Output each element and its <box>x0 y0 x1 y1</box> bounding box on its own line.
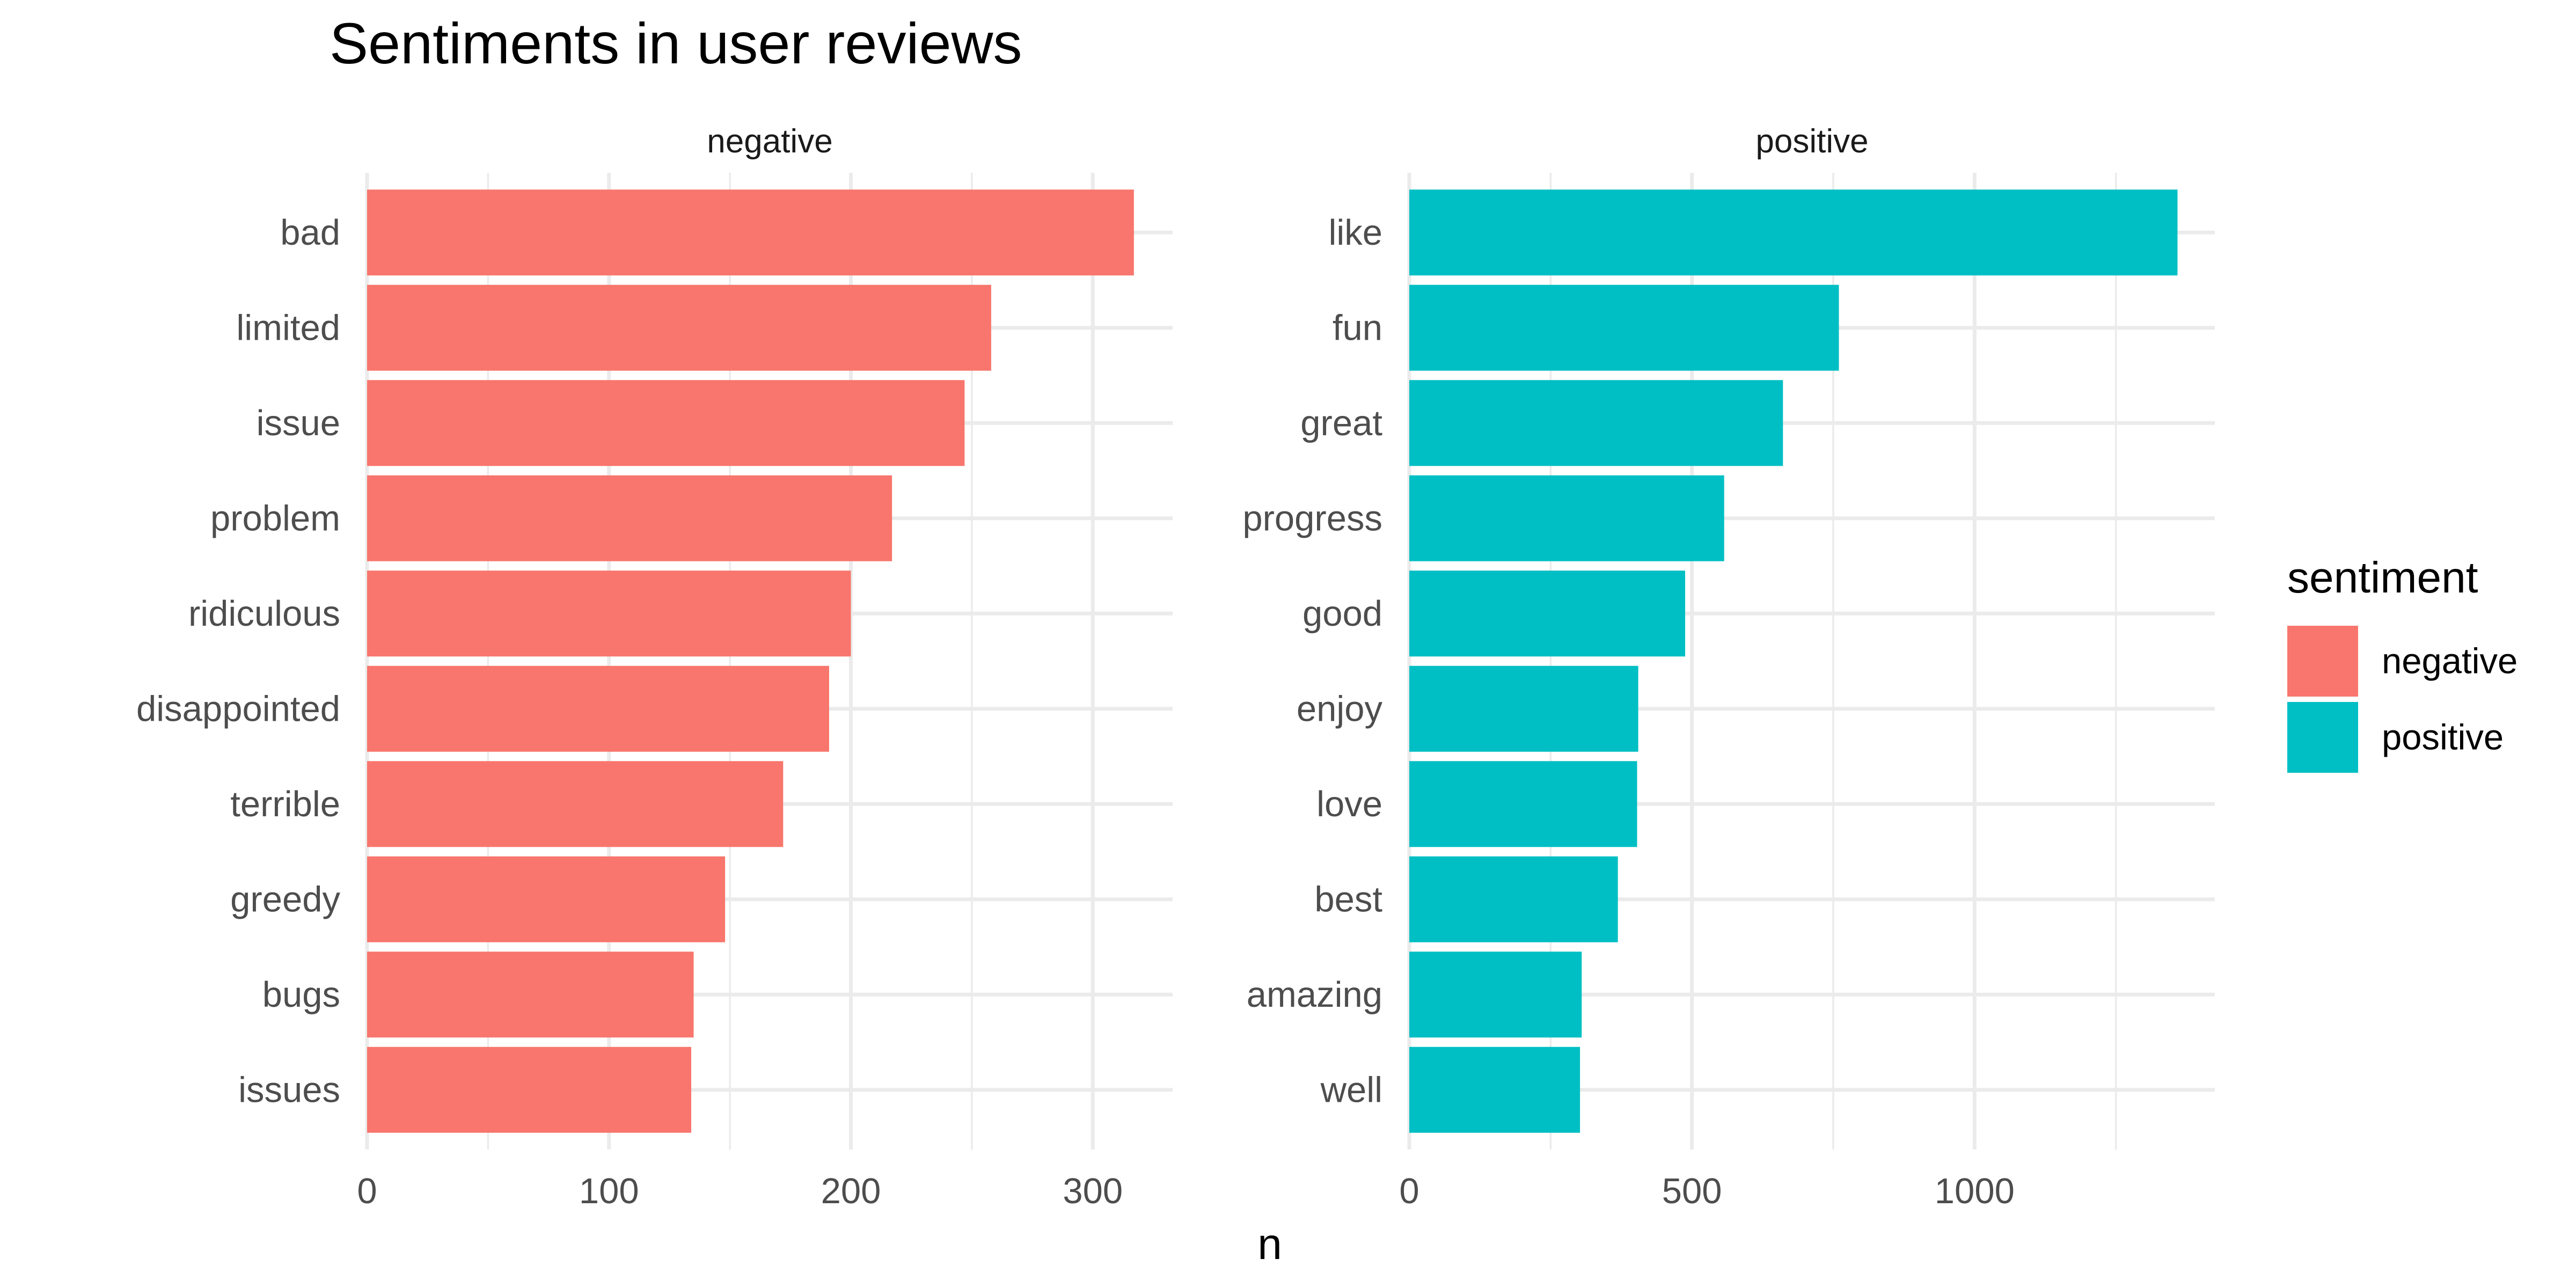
y-tick-label: problem <box>210 498 340 538</box>
facet-panels: bad limited issue problem ridiculous disappoi… <box>136 123 2215 1211</box>
x-tick-label: 300 <box>1063 1171 1123 1211</box>
bar-problem <box>367 475 892 561</box>
bar-amazing <box>1409 952 1582 1038</box>
bar-limited <box>367 284 991 371</box>
facet-strip-label: positive <box>1755 123 1868 160</box>
bar-disappointed <box>367 665 829 752</box>
y-tick-label: terrible <box>230 784 340 824</box>
bar-bad <box>367 189 1134 276</box>
y-tick-label: ridiculous <box>188 594 340 634</box>
legend-title: sentiment <box>2287 553 2478 602</box>
y-tick-label: issues <box>238 1070 340 1110</box>
y-tick-label: like <box>1328 213 1382 253</box>
bar-progress <box>1409 475 1724 561</box>
x-tick-label: 500 <box>1662 1171 1722 1211</box>
y-tick-label: love <box>1316 784 1382 824</box>
bar-best <box>1409 856 1618 942</box>
y-tick-label: great <box>1300 403 1382 443</box>
y-tick-label: enjoy <box>1297 689 1383 729</box>
x-tick-label: 200 <box>821 1171 881 1211</box>
y-tick-label: bad <box>280 213 340 253</box>
legend-label: positive <box>2382 718 2504 758</box>
bar-like <box>1409 189 2178 276</box>
bar-greedy <box>367 856 726 942</box>
bar-enjoy <box>1409 665 1638 752</box>
panel-negative: bad limited issue problem ridiculous disappoi… <box>136 123 1173 1211</box>
x-axis-title: n <box>1257 1220 1282 1269</box>
x-tick-label: 1000 <box>1935 1171 2015 1211</box>
y-tick-label: amazing <box>1247 975 1382 1015</box>
chart-title: Sentiments in user reviews <box>330 11 1022 76</box>
legend-label: negative <box>2382 641 2518 682</box>
legend-key-positive <box>2287 702 2358 773</box>
bar-great <box>1409 380 1783 466</box>
x-tick-label: 100 <box>579 1171 639 1211</box>
x-tick-label: 0 <box>357 1171 377 1211</box>
y-tick-label: disappointed <box>136 689 340 729</box>
bar-bugs <box>367 952 694 1038</box>
y-tick-label: greedy <box>230 879 340 919</box>
y-tick-label: well <box>1320 1070 1382 1110</box>
bar-terrible <box>367 761 784 847</box>
bar-good <box>1409 570 1686 657</box>
legend: sentiment negative positive <box>2287 553 2518 773</box>
bar-ridiculous <box>367 570 851 657</box>
bar-well <box>1409 1046 1580 1133</box>
y-tick-label: fun <box>1333 308 1382 348</box>
bar-issue <box>367 380 965 466</box>
panel-positive: like fun great progress good enjoy love best ama… <box>1242 123 2215 1211</box>
y-tick-label: bugs <box>262 975 340 1015</box>
y-tick-label: good <box>1302 594 1382 634</box>
facet-strip-label: negative <box>707 123 832 160</box>
y-tick-label: progress <box>1242 498 1382 538</box>
bar-fun <box>1409 284 1839 371</box>
y-tick-label: best <box>1314 879 1382 919</box>
bar-issues <box>367 1046 692 1133</box>
bar-love <box>1409 761 1637 847</box>
y-tick-label: limited <box>236 308 340 348</box>
legend-key-negative <box>2287 626 2358 697</box>
y-tick-label: issue <box>257 403 340 443</box>
x-tick-label: 0 <box>1399 1171 1419 1211</box>
